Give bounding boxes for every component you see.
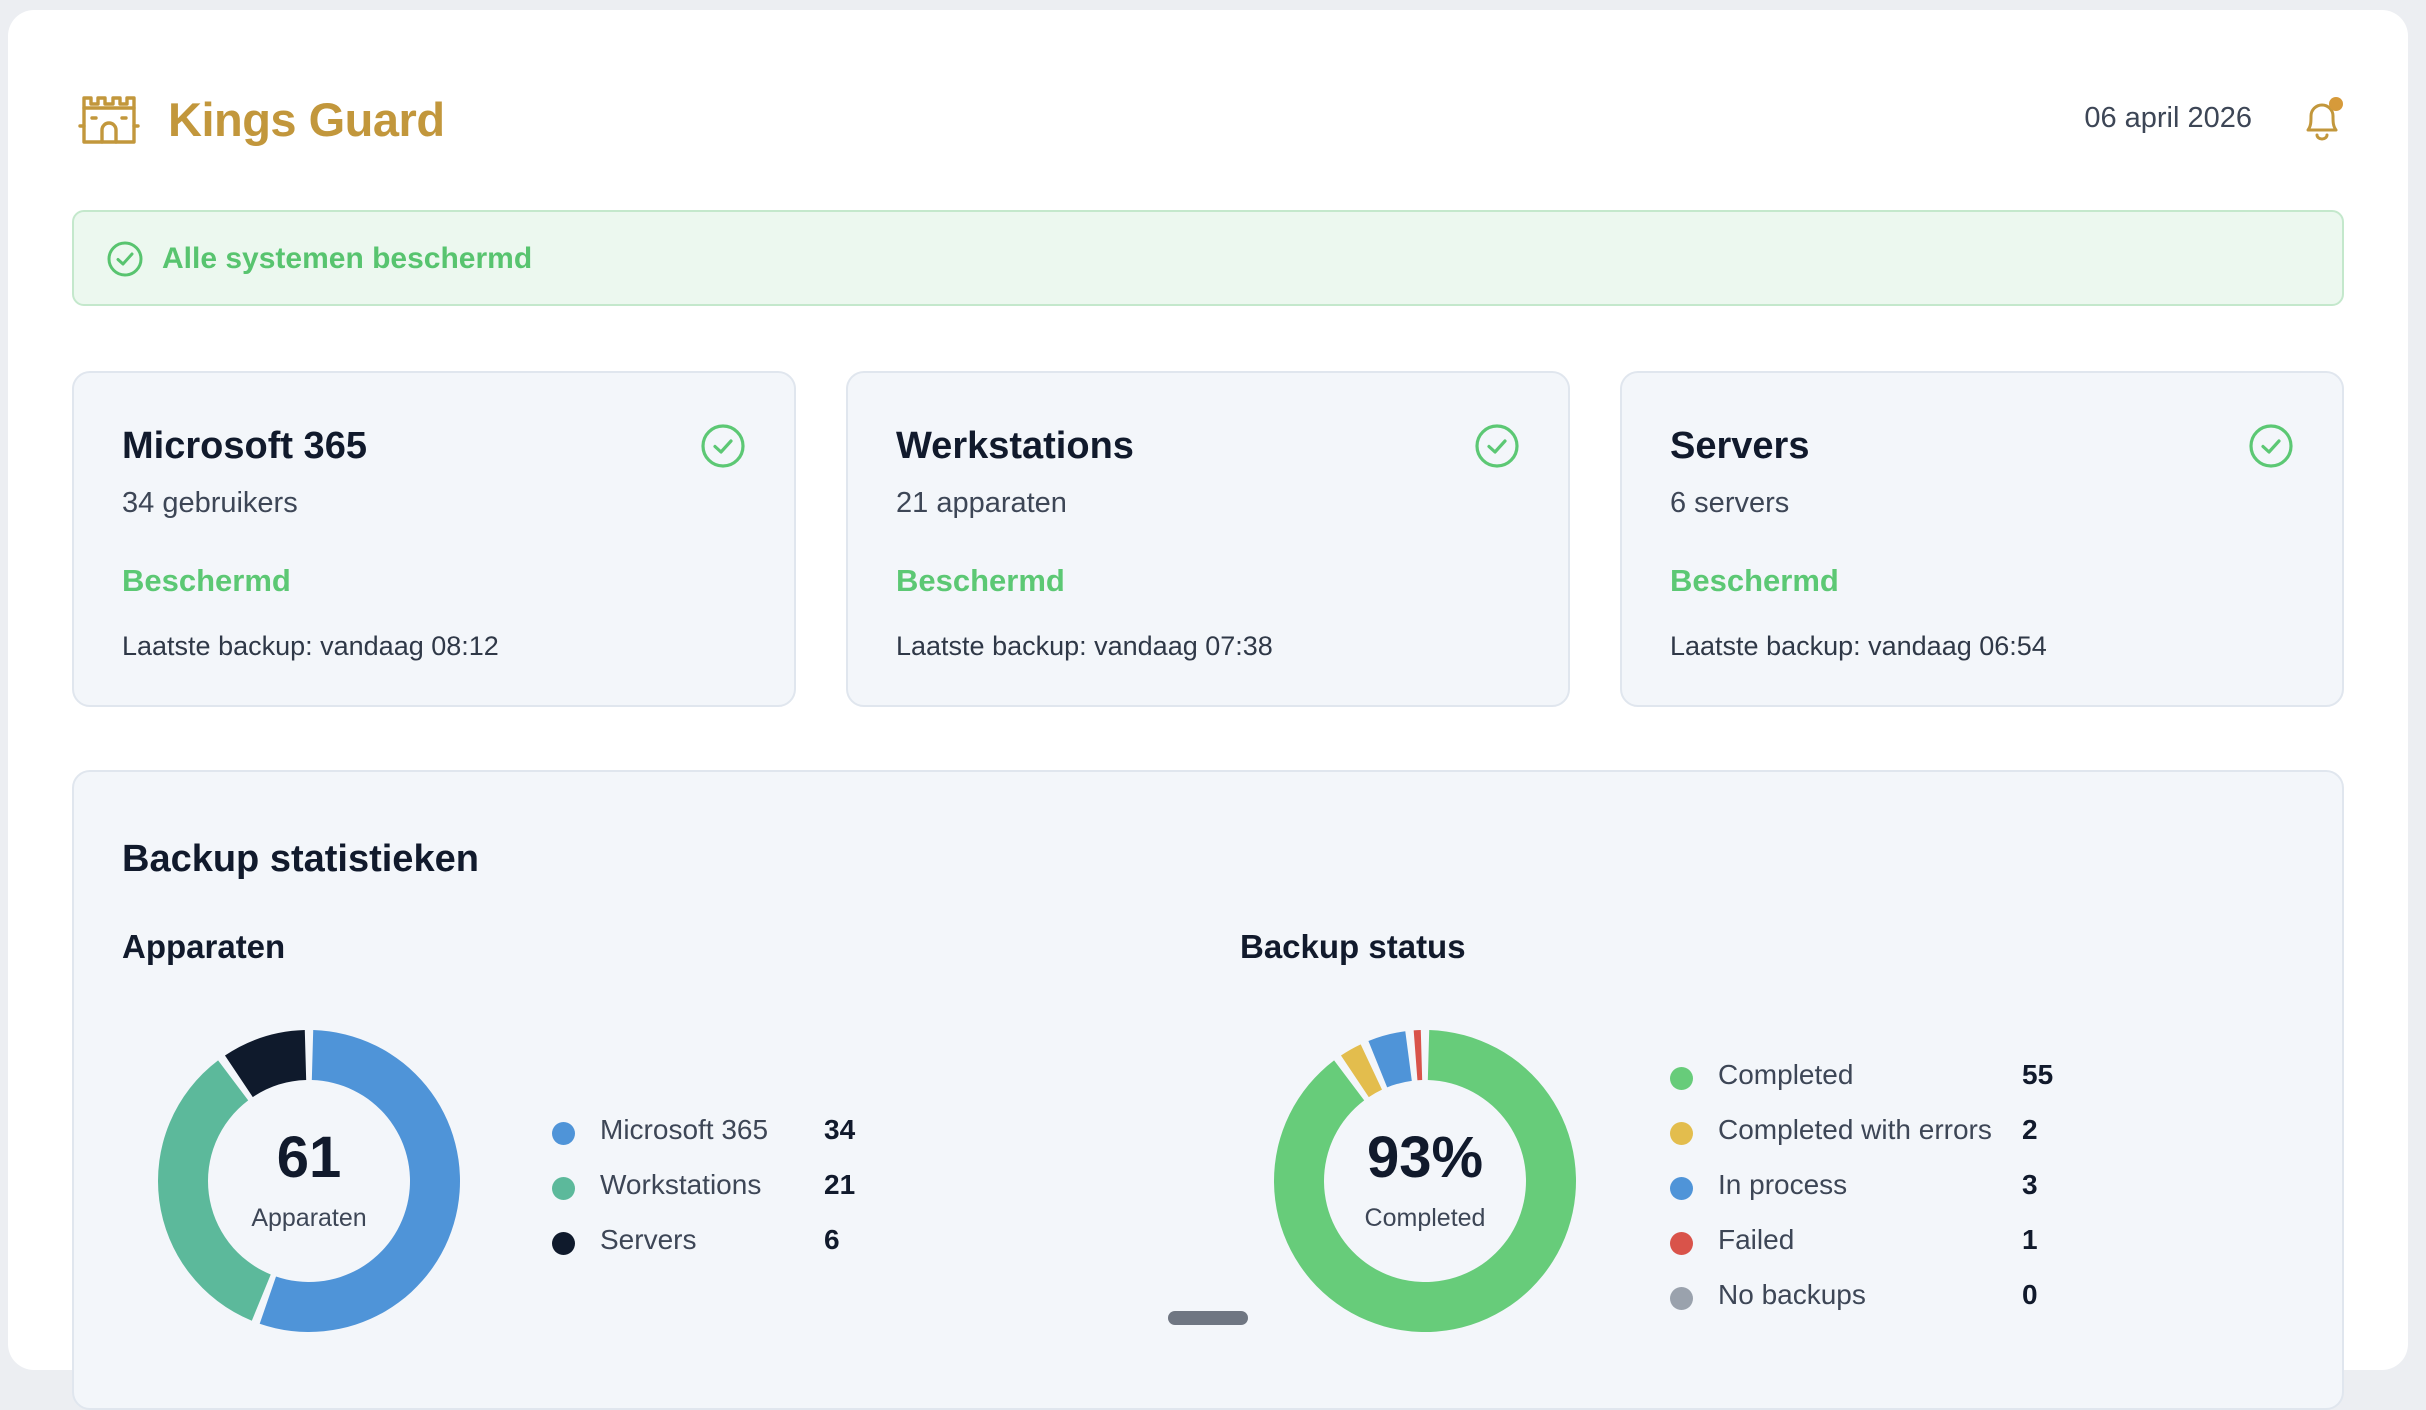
bell-icon[interactable] <box>2300 96 2344 144</box>
legend-value: 21 <box>824 1169 856 1200</box>
legend-item: Microsoft 365 34 <box>552 1112 882 1167</box>
donut-slice-in-process <box>1368 1031 1412 1088</box>
legend-item: In process 3 <box>1670 1167 2090 1222</box>
card-subtitle: 6 servers <box>1670 487 1790 519</box>
card-title: Microsoft 365 <box>122 425 367 467</box>
legend-value: 34 <box>824 1114 856 1145</box>
check-circle-icon <box>1475 424 1519 468</box>
legend-item: Completed with errors 2 <box>1670 1112 2090 1167</box>
legend-dot <box>552 1177 575 1200</box>
legend-label: Failed <box>1718 1224 1795 1255</box>
donut-slice-workstations <box>157 1060 271 1321</box>
backup-stats-panel: Backup statistieken Apparaten 61 Apparat… <box>72 770 2344 1410</box>
card-last-backup: Laatste backup: vandaag 06:54 <box>1670 631 2047 661</box>
legend-label: Servers <box>600 1224 697 1255</box>
legend-item: Servers 6 <box>552 1222 882 1277</box>
card-werkstations[interactable]: Werkstations 21 apparaten Beschermd Laat… <box>846 371 1570 707</box>
drag-handle[interactable] <box>1168 1311 1248 1325</box>
card-status: Beschermd <box>896 563 1065 598</box>
legend-dot <box>1670 1122 1693 1145</box>
legend-dot <box>1670 1067 1693 1090</box>
donut-slice-completed <box>1274 1030 1576 1332</box>
legend-item: Failed 1 <box>1670 1222 2090 1277</box>
card-status: Beschermd <box>1670 563 1839 598</box>
legend-value: 1 <box>2022 1224 2038 1255</box>
legend-item: Workstations 21 <box>552 1167 882 1222</box>
legend-value: 3 <box>2022 1169 2038 1200</box>
app-window: Kings Guard 06 april 2026 Alle systemen … <box>8 10 2408 1410</box>
card-last-backup: Laatste backup: vandaag 07:38 <box>896 631 1273 661</box>
brand-name: Kings Guard <box>168 93 445 146</box>
devices-legend: Microsoft 365 34 Workstations 21 Servers… <box>552 1112 882 1277</box>
legend-label: Completed <box>1718 1059 1854 1090</box>
donut-slice-servers <box>224 1030 307 1098</box>
legend-label: Microsoft 365 <box>600 1114 769 1145</box>
card-last-backup: Laatste backup: vandaag 08:12 <box>122 631 499 661</box>
card-microsoft-365[interactable]: Microsoft 365 34 gebruikers Beschermd La… <box>72 371 796 707</box>
legend-dot <box>1670 1177 1693 1200</box>
legend-label: No backups <box>1718 1279 1866 1310</box>
card-subtitle: 21 apparaten <box>896 487 1067 519</box>
backup-legend: Completed 55 Completed with errors 2 In … <box>1670 1057 2090 1332</box>
backup-status-donut-chart <box>1274 1030 1576 1332</box>
donut-slice-microsoft-365 <box>259 1030 461 1332</box>
legend-dot <box>1670 1287 1693 1310</box>
banner-text: Alle systemen beschermd <box>162 242 533 275</box>
castle-icon <box>78 96 140 144</box>
legend-label: Workstations <box>600 1169 762 1200</box>
donut-slice-completed-with-errors <box>1340 1044 1382 1098</box>
card-subtitle: 34 gebruikers <box>122 487 298 519</box>
check-circle-icon <box>2249 424 2293 468</box>
card-title: Werkstations <box>896 425 1134 467</box>
donut-slice-failed <box>1413 1030 1423 1081</box>
card-servers[interactable]: Servers 6 servers Beschermd Laatste back… <box>1620 371 2344 707</box>
stats-title: Backup statistieken <box>122 838 479 880</box>
status-banner: Alle systemen beschermd <box>72 210 2344 306</box>
header: Kings Guard 06 april 2026 <box>72 78 2344 158</box>
backup-percent-label: Completed <box>1364 1204 1486 1232</box>
legend-dot <box>552 1232 575 1255</box>
backup-percent: 93% <box>1366 1125 1484 1190</box>
legend-item: Completed 55 <box>1670 1057 2090 1112</box>
devices-title: Apparaten <box>122 928 286 965</box>
legend-dot <box>552 1122 575 1145</box>
legend-label: In process <box>1718 1169 1848 1200</box>
legend-label: Completed with errors <box>1718 1114 1992 1145</box>
card-status: Beschermd <box>122 563 291 598</box>
legend-dot <box>1670 1232 1693 1255</box>
current-date: 06 april 2026 <box>2084 102 2252 134</box>
devices-total: 61 <box>276 1125 342 1190</box>
legend-item: No backups 0 <box>1670 1277 2090 1332</box>
legend-value: 2 <box>2022 1114 2038 1145</box>
devices-total-label: Apparaten <box>251 1204 367 1232</box>
check-circle-icon <box>107 241 143 277</box>
card-title: Servers <box>1670 425 1810 467</box>
backup-status-title: Backup status <box>1240 928 1466 965</box>
notification-dot <box>2329 97 2343 111</box>
legend-value: 55 <box>2022 1059 2054 1090</box>
check-circle-icon <box>701 424 745 468</box>
legend-value: 0 <box>2022 1279 2038 1310</box>
devices-donut-chart <box>157 1030 461 1332</box>
legend-value: 6 <box>824 1224 840 1255</box>
